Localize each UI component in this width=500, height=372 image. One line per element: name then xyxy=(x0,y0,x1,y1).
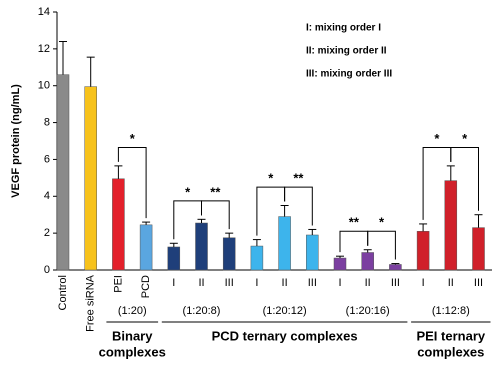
bar xyxy=(112,178,125,271)
x-tick-label: II xyxy=(198,277,204,289)
bar xyxy=(250,245,264,271)
significance-bracket xyxy=(284,186,313,226)
group-label: complexes xyxy=(417,344,484,359)
y-tick-label: 4 xyxy=(44,190,50,202)
significance-bracket xyxy=(450,146,479,211)
significance-label: ** xyxy=(210,184,221,199)
x-tick-label: PEI xyxy=(112,275,124,293)
significance-bracket xyxy=(367,230,396,260)
bar xyxy=(56,74,70,271)
x-tick-label: III xyxy=(474,277,483,289)
y-tick-label: 0 xyxy=(44,264,50,276)
x-tick-label: I xyxy=(255,277,258,289)
x-tick-label: I xyxy=(172,277,175,289)
significance-bracket xyxy=(339,230,369,253)
x-tick-label: I xyxy=(338,277,341,289)
bar xyxy=(472,227,485,271)
x-tick-label: II xyxy=(365,277,371,289)
bar xyxy=(416,231,430,271)
ratio-label: (1:20:12) xyxy=(263,305,307,317)
ratio-label: (1:20:8) xyxy=(183,305,221,317)
x-tick-label: II xyxy=(448,277,454,289)
bar xyxy=(167,246,181,271)
group-label: PCD ternary complexes xyxy=(212,328,358,343)
y-tick-label: 10 xyxy=(38,80,50,92)
ratio-label: (1:20) xyxy=(118,305,147,317)
significance-label: * xyxy=(268,171,274,186)
y-tick-label: 6 xyxy=(44,153,50,165)
bar xyxy=(278,216,291,271)
x-tick-label: Free siRNA xyxy=(85,274,97,332)
significance-label: * xyxy=(130,131,136,146)
x-tick-label: III xyxy=(308,277,317,289)
bar xyxy=(84,86,97,271)
x-tick-label: Control xyxy=(57,275,69,310)
significance-label: * xyxy=(434,131,440,146)
bar xyxy=(222,237,236,271)
x-tick-label: I xyxy=(422,277,425,289)
significance-bracket xyxy=(117,146,147,219)
group-label: Binary xyxy=(112,328,153,343)
significance-label: ** xyxy=(349,215,360,230)
x-tick-label: II xyxy=(282,277,288,289)
y-tick-label: 8 xyxy=(44,116,50,128)
legend-entry: I: mixing order I xyxy=(306,23,381,34)
significance-label: * xyxy=(462,131,468,146)
significance-bracket xyxy=(201,200,230,230)
y-tick-label: 2 xyxy=(44,227,50,239)
bar xyxy=(306,234,319,271)
bar xyxy=(361,252,374,271)
bar xyxy=(444,180,458,271)
x-tick-label: PCD xyxy=(140,275,152,298)
y-tick-label: 14 xyxy=(38,6,50,18)
bar xyxy=(139,224,153,271)
legend-entry: III: mixing order III xyxy=(306,69,392,80)
ratio-label: (1:20:16) xyxy=(346,305,390,317)
group-label: complexes xyxy=(99,344,166,359)
y-tick-label: 12 xyxy=(38,43,50,55)
bar xyxy=(333,257,347,271)
y-axis-label: VEGF protein (ng/mL) xyxy=(10,84,22,198)
x-tick-label: III xyxy=(391,277,400,289)
significance-label: ** xyxy=(293,171,304,186)
significance-label: * xyxy=(379,215,385,230)
significance-label: * xyxy=(185,184,191,199)
bar xyxy=(389,264,402,271)
x-tick-label: III xyxy=(225,277,234,289)
legend-entry: II: mixing order II xyxy=(306,46,387,57)
ratio-label: (1:12:8) xyxy=(432,305,470,317)
bar xyxy=(195,222,208,271)
group-label: PEI ternary xyxy=(416,328,485,343)
